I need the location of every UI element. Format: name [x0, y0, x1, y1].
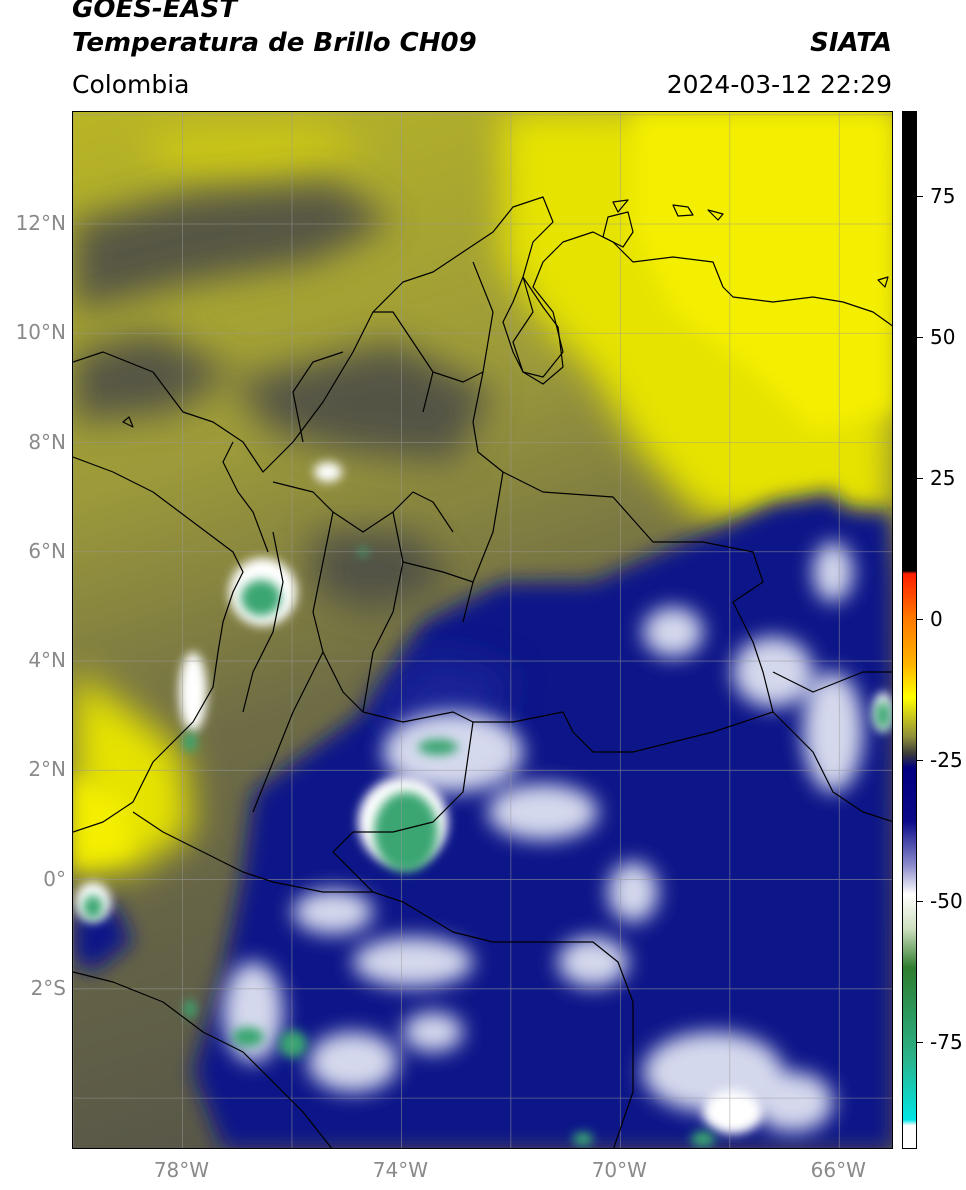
- longitude-label: 66°W: [810, 1158, 866, 1182]
- latitude-label: 12°N: [15, 210, 66, 235]
- agency-name: SIATA: [810, 28, 892, 58]
- longitude-label: 70°W: [591, 1158, 647, 1182]
- latitude-label: 0°: [43, 866, 66, 891]
- latitude-label: 10°N: [15, 320, 66, 345]
- colorbar-tick: [917, 618, 923, 620]
- longitude-label: 74°W: [372, 1158, 429, 1182]
- colorbar-tick-label: 0: [930, 606, 943, 631]
- longitude-label: 78°W: [153, 1158, 210, 1182]
- latitude-label: 2°N: [28, 757, 66, 782]
- colorbar-tick: [917, 900, 923, 902]
- colorbar-tick: [917, 1041, 923, 1043]
- latitude-label: 6°N: [28, 538, 66, 563]
- satellite-name: GOES-EAST: [72, 0, 238, 24]
- graticule: [73, 112, 892, 1148]
- colorbar-tick: [917, 759, 923, 761]
- colorbar-tick: [917, 477, 923, 479]
- colorbar-tick: [917, 195, 923, 197]
- brightness-temperature-image: [73, 112, 892, 1148]
- region-name: Colombia: [72, 70, 190, 99]
- colorbar: [902, 111, 917, 1149]
- latitude-label: 8°N: [28, 429, 66, 454]
- colorbar-tick: [917, 336, 923, 338]
- timestamp: 2024-03-12 22:29: [666, 70, 892, 99]
- product-title: Temperatura de Brillo CH09: [72, 28, 477, 58]
- coastlines-and-borders: [73, 196, 892, 1148]
- latitude-label: 2°S: [30, 975, 66, 1000]
- satellite-map[interactable]: [72, 111, 893, 1149]
- colorbar-tick-label: -25: [930, 747, 963, 772]
- colorbar-tick-label: -50: [930, 888, 963, 913]
- colorbar-tick-label: 50: [930, 324, 956, 349]
- colorbar-tick-label: -75: [930, 1029, 963, 1054]
- colorbar-tick-label: 75: [930, 183, 956, 208]
- colorbar-tick-label: 25: [930, 465, 956, 490]
- latitude-label: 4°N: [28, 648, 66, 673]
